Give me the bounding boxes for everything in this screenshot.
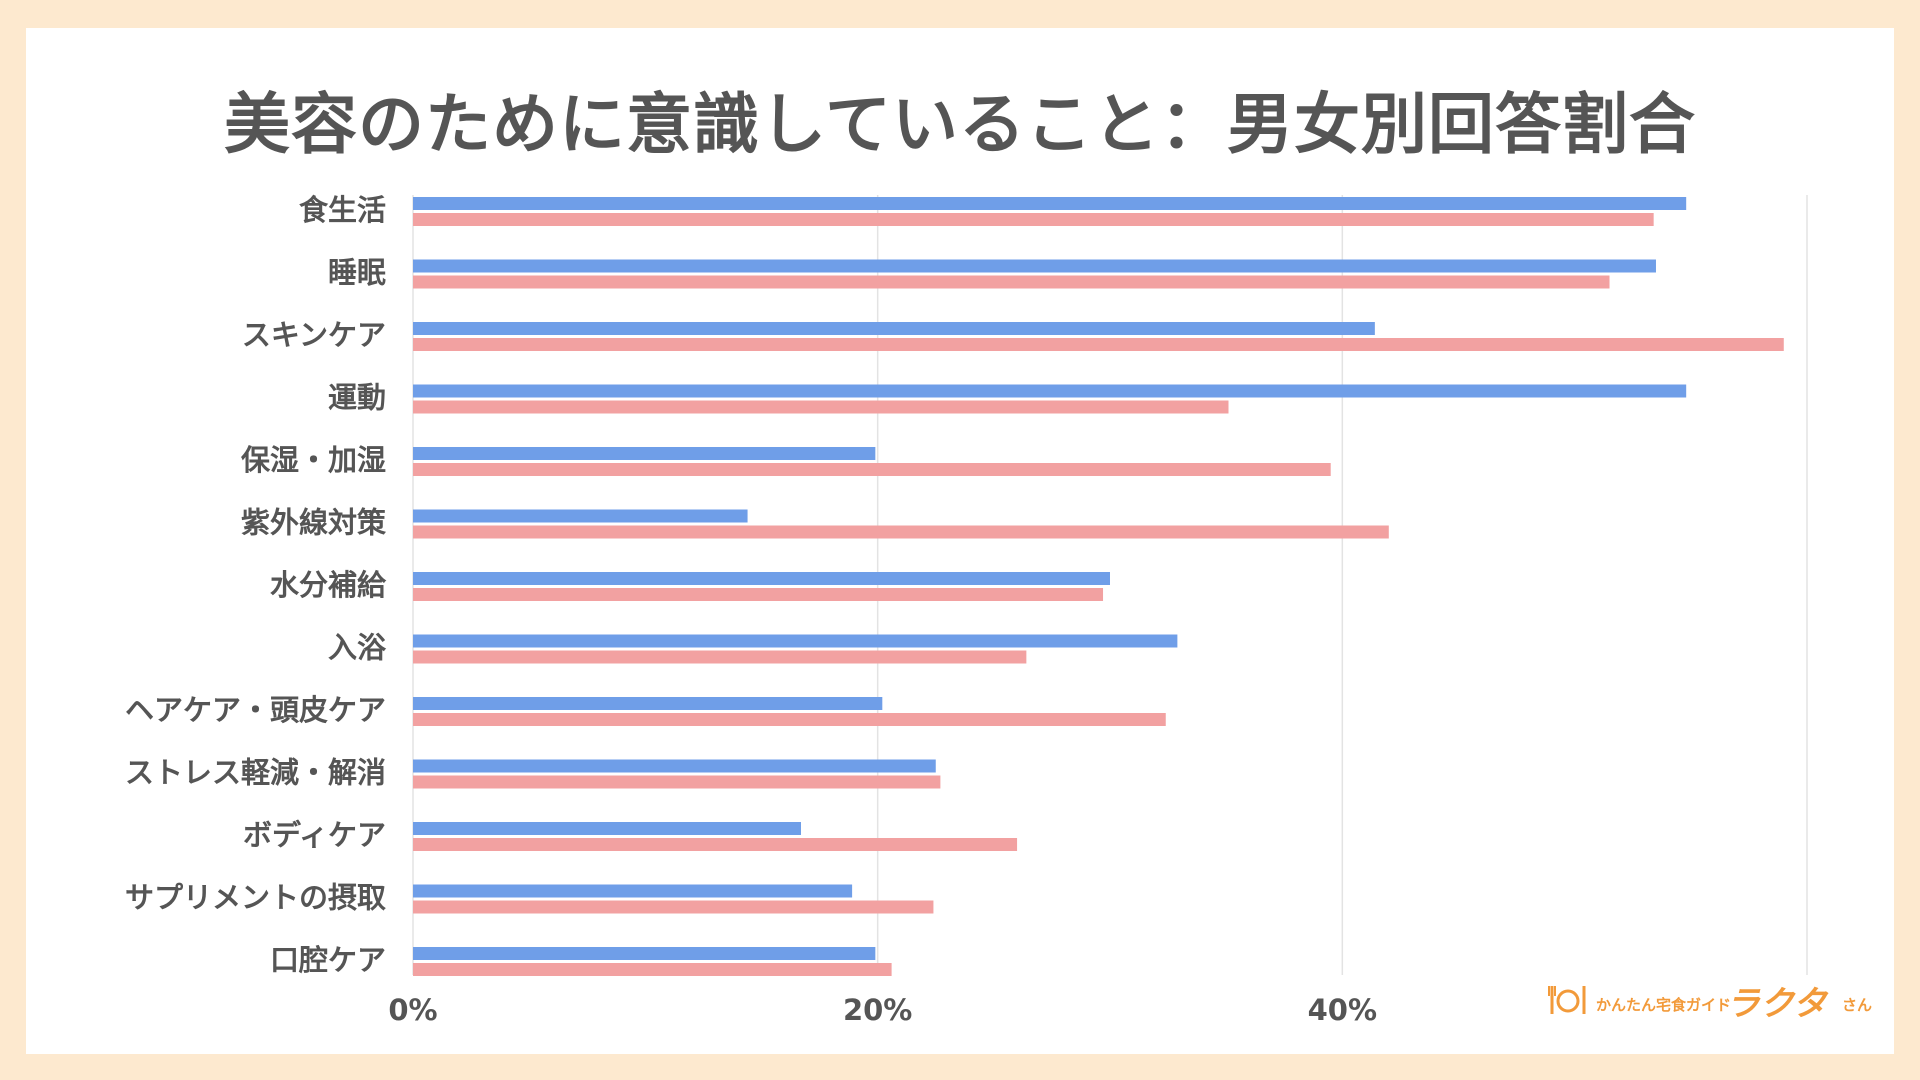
bar-a-3 [413,384,1687,398]
bar-a-12 [413,947,876,960]
category-label-9: ストレス軽減・解消 [125,756,386,790]
bar-b-0 [413,213,1654,226]
x-tick-label-1: 20% [843,993,912,1027]
logo-subtext: かんたん宅食ガイド [1596,996,1732,1014]
bar-b-8 [413,713,1166,726]
bar-a-2 [413,322,1375,335]
category-labels: 食生活睡眠スキンケア運動保湿・加湿紫外線対策水分補給入浴ヘアケア・頭皮ケアストレ… [125,193,387,977]
bar-a-6 [413,572,1110,585]
category-label-12: 口腔ケア [270,943,386,977]
category-label-4: 保湿・加湿 [240,443,386,477]
bar-a-9 [413,759,936,773]
bar-a-10 [413,822,801,835]
x-tick-label-0: 0% [388,993,437,1027]
bar-a-1 [413,259,1656,273]
bar-b-12 [413,963,892,976]
logo-main-text: ラクタ [1726,984,1827,1024]
bar-a-0 [413,197,1687,210]
bar-a-11 [413,884,853,898]
bar-b-6 [413,588,1104,601]
category-label-2: スキンケア [242,318,386,352]
bar-a-5 [413,509,748,523]
bar-b-4 [413,463,1331,476]
plate-fork-knife-icon [1548,986,1586,1014]
x-axis-ticks: 0% 20% 40% [388,993,1377,1027]
category-label-7: 入浴 [328,631,387,665]
category-label-0: 食生活 [299,193,386,227]
bar-b-7 [413,650,1027,664]
bar-b-11 [413,900,934,914]
bar-b-9 [413,775,941,789]
bar-a-7 [413,634,1178,648]
category-label-1: 睡眠 [328,256,386,290]
logo-suffix: さん [1842,996,1873,1014]
bar-a-4 [413,447,876,460]
bar-b-2 [413,338,1784,351]
category-label-8: ヘアケア・頭皮ケア [125,693,386,727]
category-label-10: ボディケア [243,818,386,852]
category-label-11: サプリメントの摂取 [125,881,386,915]
category-label-3: 運動 [328,381,386,415]
brand-logo: かんたん宅食ガイド ラクタ さん [1548,980,1872,1030]
category-label-6: 水分補給 [270,568,387,602]
category-label-5: 紫外線対策 [241,506,387,540]
chart-title: 美容のために意識していること：男女別回答割合 [223,86,1697,163]
bar-b-10 [413,838,1018,851]
bar-b-3 [413,400,1229,414]
bar-a-8 [413,697,883,710]
x-tick-label-2: 40% [1308,993,1377,1027]
bars [413,197,1784,976]
bar-b-1 [413,275,1610,289]
bar-b-5 [413,525,1389,539]
